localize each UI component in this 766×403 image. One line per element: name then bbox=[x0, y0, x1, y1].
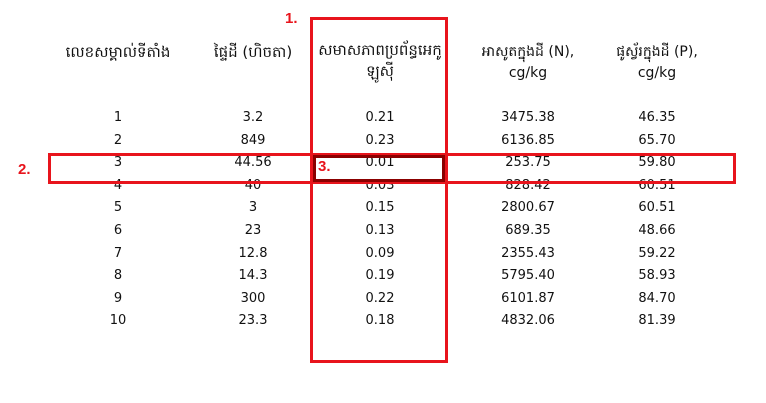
table-cell: 2 bbox=[113, 132, 123, 148]
table-cell: 0.18 bbox=[365, 313, 395, 329]
table-cell: 10 bbox=[109, 313, 127, 329]
table-cell: 23.3 bbox=[238, 313, 268, 329]
column-highlight-box bbox=[310, 17, 448, 363]
table-cell: 9 bbox=[113, 290, 123, 306]
row-marker-label: 2. bbox=[18, 161, 31, 178]
cell-marker-label: 3. bbox=[318, 158, 331, 175]
table-cell: 3475.38 bbox=[501, 110, 555, 125]
column-header: អាសូតក្នុងដី (N), cg/kg bbox=[481, 44, 575, 81]
table-cell: 44.56 bbox=[234, 155, 272, 171]
table-cell: 1 bbox=[113, 110, 123, 125]
table-cell: 81.39 bbox=[638, 313, 676, 329]
table-cell: 6101.87 bbox=[501, 290, 555, 306]
table-cell: 3.2 bbox=[242, 110, 264, 125]
table-cell: 23 bbox=[244, 223, 262, 238]
table-cell: 253.75 bbox=[505, 155, 551, 171]
column-marker-label: 1. bbox=[285, 10, 298, 27]
table-cell: 6 bbox=[113, 223, 123, 238]
table-cell: 0.13 bbox=[365, 223, 395, 238]
table-cell: 0.22 bbox=[365, 290, 395, 306]
column-header: ផ្ទៃដី (ហិចតា) bbox=[213, 43, 293, 61]
column-header: លេខសម្គាល់ទីតាំង bbox=[65, 43, 171, 61]
table-cell: 46.35 bbox=[638, 110, 676, 125]
table-cell: 65.70 bbox=[638, 132, 676, 148]
table-cell: 689.35 bbox=[505, 223, 551, 238]
table-cell: 2355.43 bbox=[501, 245, 555, 261]
table-cell: 84.70 bbox=[638, 290, 676, 306]
table-cell: 2800.67 bbox=[501, 200, 555, 216]
table-cell: 59.22 bbox=[638, 245, 676, 261]
column-header: សមាសភាពប្រព័ន្ធអេកូឡូស៊ី bbox=[318, 41, 442, 80]
table-cell: 3 bbox=[113, 155, 123, 171]
table-cell: 5 bbox=[113, 200, 123, 216]
row-highlight-box bbox=[48, 153, 736, 184]
table-cell: 0.19 bbox=[365, 268, 395, 284]
table-cell: 0.09 bbox=[365, 245, 395, 261]
table-cell: 3 bbox=[248, 200, 258, 216]
table-cell: 4 bbox=[113, 177, 123, 193]
table-cell: 0.01 bbox=[365, 155, 395, 171]
table-cell: 4832.06 bbox=[501, 313, 555, 329]
table-cell: 12.8 bbox=[238, 245, 268, 261]
table-cell: 5795.40 bbox=[501, 268, 555, 284]
column-header: ផូស្វ័រក្នុងដី (P), cg/kg bbox=[616, 44, 698, 81]
table-cell: 59.80 bbox=[638, 155, 676, 171]
table-cell: 300 bbox=[240, 290, 266, 306]
table-cell: 0.23 bbox=[365, 132, 395, 148]
table-cell: 8 bbox=[113, 268, 123, 284]
cell-highlight-box bbox=[313, 155, 445, 182]
table-cell: 58.93 bbox=[638, 268, 676, 284]
table-cell: 14.3 bbox=[238, 268, 268, 284]
table-cell: 849 bbox=[240, 132, 266, 148]
table-cell: 7 bbox=[113, 245, 123, 261]
table-cell: 0.15 bbox=[365, 200, 395, 216]
table-cell: 6136.85 bbox=[501, 132, 555, 148]
table-cell: 0.21 bbox=[365, 110, 395, 125]
table-cell: 60.51 bbox=[638, 200, 676, 216]
table-cell: 48.66 bbox=[638, 223, 676, 238]
